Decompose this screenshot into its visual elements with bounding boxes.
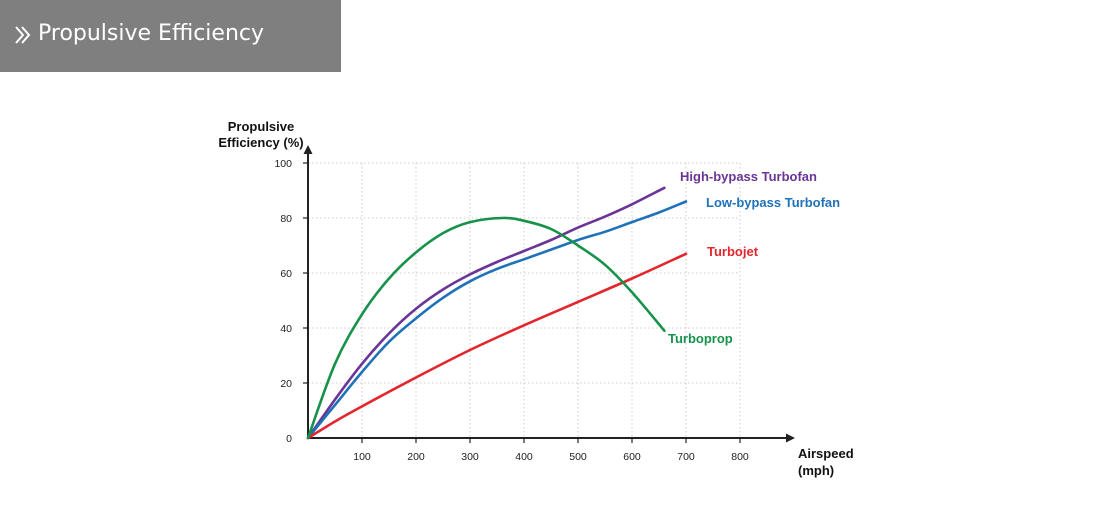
x-tick-label: 100 [353,451,371,463]
x-axis-arrow [786,433,795,443]
y-tick-label: 100 [274,158,292,170]
gridlines [308,162,741,438]
x-tick-label: 300 [461,451,479,463]
x-tick-label: 200 [407,451,425,463]
series-label-high-bypass-turbofan: High-bypass Turbofan [680,169,817,184]
page-title: Propulsive Efficiency [38,21,265,46]
header-band: Propulsive Efficiency [0,0,341,72]
y-axis-arrow [303,145,313,154]
x-axis-title-line: (mph) [798,463,834,478]
series-line-high-bypass-turbofan [306,186,666,440]
y-tick-label: 20 [280,378,292,390]
x-tick-label: 500 [569,451,587,463]
y-tick-label: 80 [280,213,292,225]
series-label-turboprop: Turboprop [668,331,733,346]
y-tick-label: 40 [280,323,292,335]
x-tick-label: 700 [677,451,695,463]
y-axis-title-line: Efficiency (%) [218,135,303,150]
x-tick-label: 400 [515,451,533,463]
y-tick-label: 60 [280,268,292,280]
x-tick-label: 800 [731,451,749,463]
series-line-turboprop [306,216,666,440]
x-tick-label: 600 [623,451,641,463]
y-axis-title-line: Propulsive [228,119,294,134]
series-label-turbojet: Turbojet [707,244,759,259]
series-label-low-bypass-turbofan: Low-bypass Turbofan [706,195,840,210]
y-tick-label: 0 [286,433,292,445]
series-line-low-bypass-turbofan [306,200,688,440]
x-axis-title-line: Airspeed [798,446,854,461]
y-axis-title: Propulsive Efficiency (%) [218,119,303,150]
x-axis-title: Airspeed (mph) [798,446,854,478]
series-line-turbojet [306,252,688,440]
double-chevron-right-icon [15,26,31,44]
